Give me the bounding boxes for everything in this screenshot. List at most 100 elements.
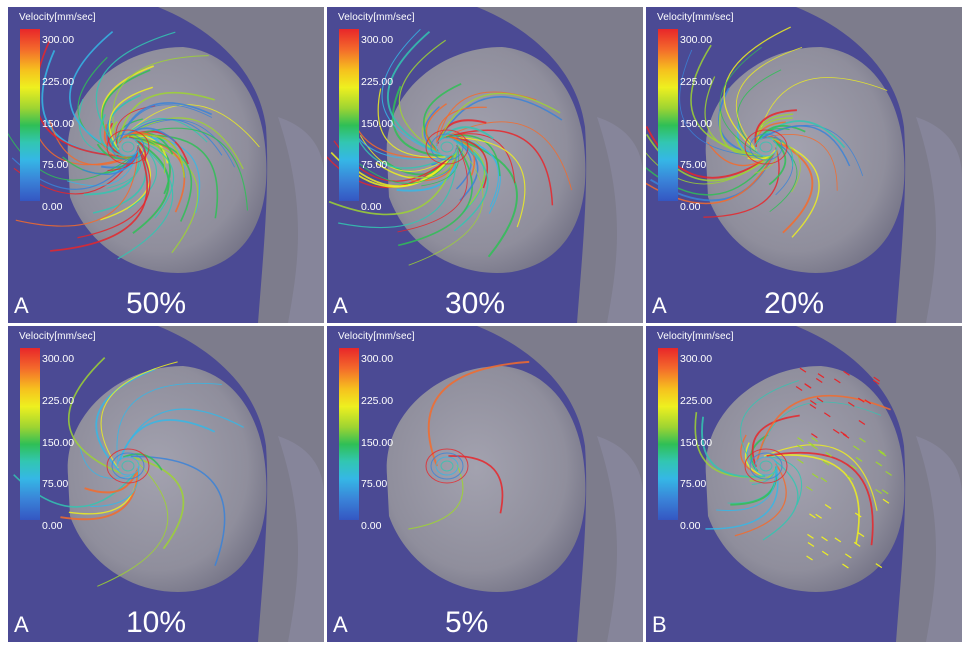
streamline <box>703 147 780 218</box>
streamline <box>735 136 769 159</box>
side-contour <box>278 436 324 642</box>
streamline <box>408 464 464 530</box>
streamline <box>422 83 462 152</box>
streamline <box>133 456 185 550</box>
streamline <box>769 455 802 506</box>
vector-arrow <box>809 513 816 519</box>
colorbar-tick-label: 225.00 <box>42 76 75 88</box>
panel-3: Velocity[mm/sec] 300.00 225.00 150.00 75.00 0… <box>646 7 962 323</box>
swirl-core <box>759 141 773 153</box>
vector-arrow <box>807 533 814 539</box>
torso-shape <box>477 7 643 323</box>
vector-arrow <box>853 445 860 451</box>
vector-arrow <box>842 563 849 569</box>
colorbar-tick-label: 75.00 <box>42 478 69 490</box>
streamline <box>79 447 131 479</box>
streamline <box>397 145 468 233</box>
vector-arrow <box>817 373 825 379</box>
streamline <box>751 414 800 468</box>
colorbar-tick-label: 225.00 <box>361 76 394 88</box>
vector-arrow <box>885 470 892 476</box>
legend-title: Velocity[mm/sec] <box>657 331 734 342</box>
vector-arrow <box>873 376 881 382</box>
streamlines <box>694 367 892 569</box>
streamline <box>95 31 176 151</box>
panel-1: Velocity[mm/sec] 300.00 225.00 150.00 75.00 0… <box>8 7 324 323</box>
legend-title: Velocity[mm/sec] <box>19 331 96 342</box>
side-contour <box>597 117 643 323</box>
torso-shape <box>796 7 962 323</box>
legend-title: Velocity[mm/sec] <box>338 12 415 23</box>
vector-arrow <box>879 451 887 457</box>
streamline <box>126 127 249 211</box>
swirl-core <box>435 456 459 476</box>
breast-model-scene <box>8 7 324 323</box>
streamline <box>439 126 494 141</box>
colorbar-tick-label: 300.00 <box>361 353 394 365</box>
vector-arrow <box>816 397 824 403</box>
velocity-colorbar <box>339 348 359 520</box>
streamline <box>391 85 444 158</box>
vector-arrow <box>855 456 863 462</box>
swirl-core <box>106 129 150 165</box>
vector-arrow <box>875 488 882 494</box>
breast-shape <box>705 366 905 592</box>
streamline <box>756 394 891 462</box>
swirl-core <box>749 133 783 161</box>
swirl-core <box>111 133 145 161</box>
colorbar-tick-label: 300.00 <box>42 34 75 46</box>
colorbar-tick-label: 225.00 <box>361 395 394 407</box>
streamline <box>438 92 561 142</box>
vector-arrow <box>821 550 829 556</box>
streamline <box>762 459 799 541</box>
colorbar-tick-label: 300.00 <box>680 353 713 365</box>
streamline <box>97 461 169 587</box>
streamline <box>398 144 473 247</box>
colorbar-tick-label: 150.00 <box>42 437 75 449</box>
streamline <box>646 125 771 179</box>
colorbar-tick-label: 150.00 <box>42 118 75 130</box>
streamline <box>767 454 860 545</box>
streamline <box>34 40 125 158</box>
streamline <box>766 136 794 167</box>
colorbar-tick-label: 300.00 <box>680 34 713 46</box>
vector-arrow <box>815 377 823 383</box>
panel-letter: A <box>333 293 348 318</box>
streamlines <box>327 28 573 266</box>
streamline <box>119 408 244 461</box>
vector-arrow <box>832 428 840 434</box>
streamline <box>117 141 174 260</box>
streamline <box>425 103 448 154</box>
streamline <box>740 380 799 470</box>
colorbar-tick-label: 0.00 <box>680 201 701 213</box>
colorbar-tick-label: 225.00 <box>42 395 75 407</box>
breast-shape <box>67 366 267 592</box>
streamline <box>121 104 260 148</box>
streamline <box>128 136 166 174</box>
panel-letter: A <box>14 612 29 637</box>
colorbar-tick-label: 75.00 <box>42 159 69 171</box>
swirl-core <box>116 137 140 157</box>
panel-letter: A <box>333 612 348 637</box>
streamline <box>448 455 504 514</box>
panel-2: Velocity[mm/sec] 300.00 225.00 150.00 75.00 0… <box>327 7 643 323</box>
vector-arrow <box>840 431 847 437</box>
torso-shape <box>158 7 324 323</box>
streamline <box>69 30 122 155</box>
swirl-core <box>430 452 464 480</box>
streamline <box>421 145 460 187</box>
side-contour <box>278 117 324 323</box>
streamline <box>427 360 530 467</box>
streamline <box>445 133 516 184</box>
streamline <box>381 28 441 155</box>
streamline <box>436 119 487 144</box>
streamline <box>387 30 441 155</box>
panel-percent-label: 30% <box>445 287 506 320</box>
colorbar-tick-label: 150.00 <box>361 437 394 449</box>
colorbar-tick-label: 75.00 <box>680 478 707 490</box>
colorbar-tick-label: 150.00 <box>680 437 713 449</box>
streamline <box>90 466 140 508</box>
vector-arrow <box>811 473 819 479</box>
vector-arrow <box>815 513 822 519</box>
vector-arrow <box>844 553 852 559</box>
